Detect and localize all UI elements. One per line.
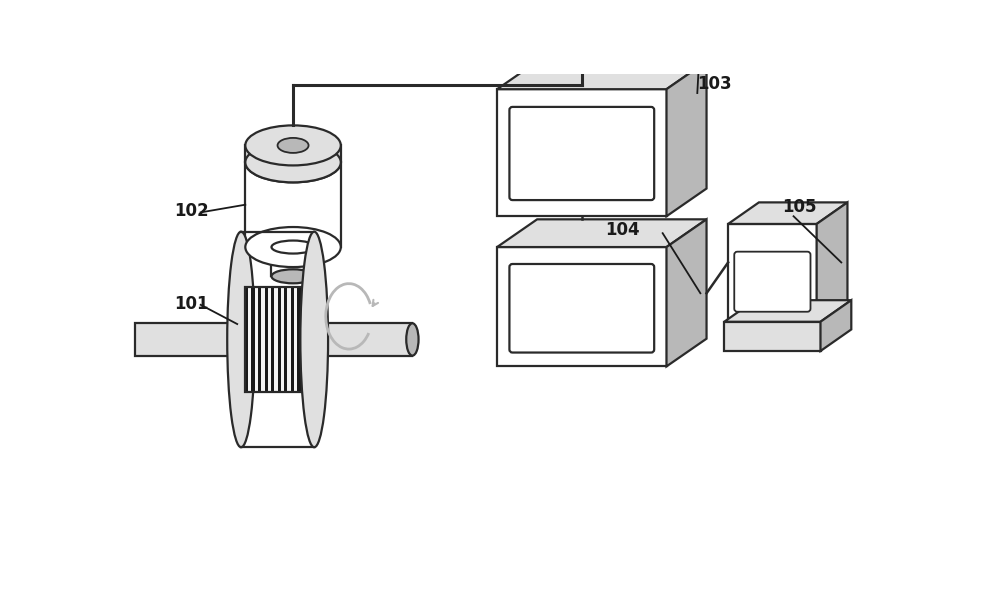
Polygon shape [666, 220, 707, 367]
Polygon shape [258, 287, 261, 392]
Polygon shape [318, 322, 412, 356]
Ellipse shape [300, 232, 328, 447]
Polygon shape [817, 202, 847, 322]
Polygon shape [245, 287, 248, 392]
Polygon shape [271, 287, 274, 392]
Ellipse shape [271, 269, 315, 284]
Polygon shape [278, 287, 281, 392]
Polygon shape [304, 287, 307, 392]
Text: 103: 103 [697, 75, 732, 93]
Polygon shape [245, 145, 341, 162]
Polygon shape [294, 287, 297, 392]
Polygon shape [497, 220, 707, 247]
Polygon shape [724, 322, 820, 351]
Text: 104: 104 [605, 221, 640, 239]
Polygon shape [281, 287, 284, 392]
Polygon shape [307, 287, 310, 392]
Polygon shape [297, 287, 301, 392]
Polygon shape [820, 300, 851, 351]
Polygon shape [135, 322, 237, 356]
Polygon shape [728, 224, 817, 322]
Polygon shape [724, 300, 851, 322]
Ellipse shape [271, 240, 315, 253]
Polygon shape [245, 162, 341, 247]
Ellipse shape [245, 125, 341, 165]
Polygon shape [255, 287, 258, 392]
Ellipse shape [227, 232, 255, 447]
Polygon shape [248, 287, 251, 392]
Polygon shape [291, 287, 294, 392]
Polygon shape [497, 247, 666, 367]
Polygon shape [666, 62, 707, 216]
Polygon shape [497, 62, 707, 89]
Polygon shape [497, 89, 666, 216]
Polygon shape [728, 202, 847, 224]
Polygon shape [268, 287, 271, 392]
FancyBboxPatch shape [509, 107, 654, 200]
Text: 101: 101 [174, 295, 208, 312]
Text: 105: 105 [782, 199, 816, 216]
FancyBboxPatch shape [509, 264, 654, 352]
Ellipse shape [245, 142, 341, 183]
Ellipse shape [406, 323, 419, 355]
Ellipse shape [278, 138, 309, 153]
Polygon shape [271, 247, 315, 276]
Polygon shape [274, 287, 278, 392]
Polygon shape [251, 287, 255, 392]
Polygon shape [261, 287, 265, 392]
Polygon shape [284, 287, 287, 392]
Polygon shape [287, 287, 291, 392]
Ellipse shape [245, 227, 341, 267]
Polygon shape [301, 287, 304, 392]
Polygon shape [265, 287, 268, 392]
Ellipse shape [245, 142, 341, 183]
Text: 102: 102 [174, 202, 208, 220]
FancyBboxPatch shape [734, 252, 810, 312]
